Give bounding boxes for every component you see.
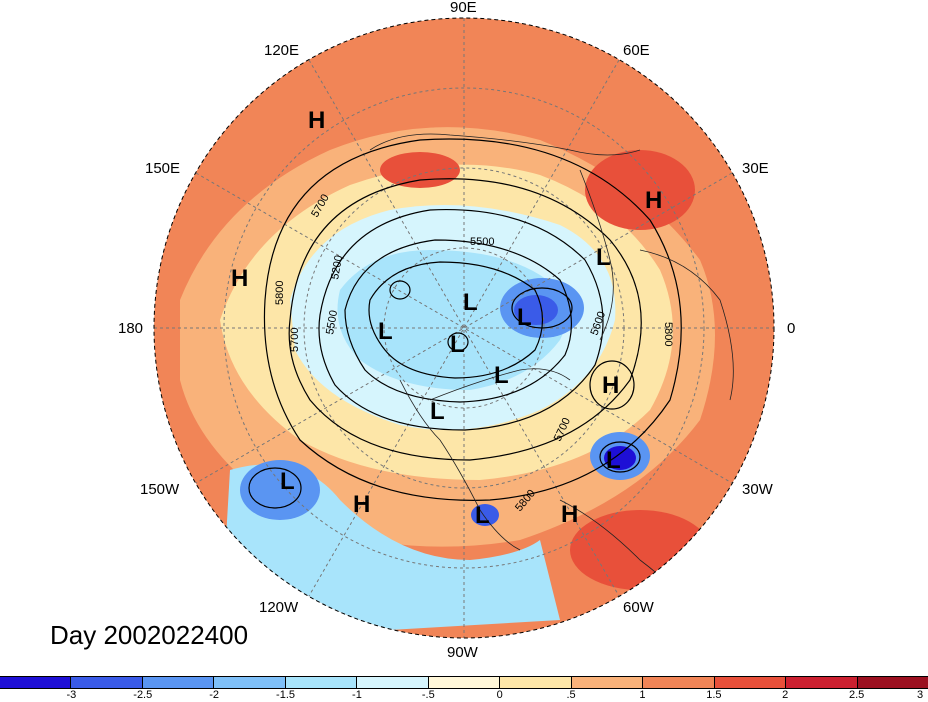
low-pressure-marker: L xyxy=(517,304,532,331)
colorbar-swatch xyxy=(714,677,787,688)
lon-label-90e: 90E xyxy=(450,0,477,16)
high-pressure-marker: H xyxy=(231,265,248,292)
colorbar xyxy=(0,676,928,689)
colorbar-tick-label: 2 xyxy=(782,689,789,701)
cold-low-center-deep xyxy=(514,295,558,325)
high-pressure-marker: H xyxy=(645,187,662,214)
contour-label: 5200 xyxy=(329,254,345,280)
height-contours xyxy=(248,138,682,509)
colorbar-tick-label: 3 xyxy=(916,689,924,701)
lon-label-0: 0 xyxy=(787,320,796,337)
cold-cell-atlantic-core xyxy=(604,446,636,470)
lon-label-60e: 60E xyxy=(623,42,650,59)
low-pressure-marker: L xyxy=(596,244,611,271)
colorbar-swatch xyxy=(500,677,572,688)
colorbar-tick-label: 1.5 xyxy=(706,689,722,701)
colorbar-tick-label: -1.5 xyxy=(276,689,296,701)
colorbar-tick-label: .5 xyxy=(566,689,576,701)
warm-hotspot-europe xyxy=(585,150,695,230)
colorbar-tick-label: 1 xyxy=(639,689,646,701)
high-pressure-marker: H xyxy=(602,372,619,399)
low-pressure-marker: L xyxy=(450,331,465,358)
high-pressure-marker: H xyxy=(561,501,578,528)
low-pressure-marker: L xyxy=(463,289,478,316)
lon-label-120w: 120W xyxy=(259,599,299,616)
colorbar-swatch xyxy=(142,677,215,688)
high-pressure-marker: H xyxy=(353,491,370,518)
colorbar-tick-label: -1 xyxy=(352,689,362,701)
colorbar-tick-label: -.5 xyxy=(421,689,435,701)
lon-label-150e: 150E xyxy=(145,160,181,177)
cold-core xyxy=(337,250,567,390)
contour-label: 5500 xyxy=(470,236,494,248)
contour-label: 5500 xyxy=(324,309,340,335)
map-boundary xyxy=(153,17,775,639)
contour-label: 5800 xyxy=(274,281,286,305)
colorbar-swatch xyxy=(786,677,858,688)
colorbar-tick-label: -2 xyxy=(209,689,220,701)
cold-cell-gulf xyxy=(471,504,499,526)
lon-label-90w: 90W xyxy=(447,644,478,661)
lon-label-150w: 150W xyxy=(140,481,180,498)
warm-hotspot-siberia xyxy=(380,152,460,188)
colorbar-swatch xyxy=(357,677,429,688)
colorbar-swatch xyxy=(428,677,501,688)
low-pressure-marker: L xyxy=(378,318,393,345)
low-pressure-marker: L xyxy=(430,398,445,425)
colorbar-tick-label: 2.5 xyxy=(848,689,865,701)
colorbar-swatch xyxy=(0,677,72,688)
high-pressure-marker: H xyxy=(308,107,325,134)
colorbar-tick-label: 0 xyxy=(496,689,503,701)
colorbar-swatch xyxy=(857,677,928,688)
contour-label: 5800 xyxy=(662,322,674,346)
lon-label-120e: 120E xyxy=(264,42,300,59)
lon-label-60w: 60W xyxy=(623,599,654,616)
contour-label: 5700 xyxy=(289,328,301,352)
low-pressure-marker: L xyxy=(280,468,295,495)
colorbar-tick-label: -2.5 xyxy=(133,689,153,701)
colorbar-swatch xyxy=(571,677,644,688)
colorbar-swatch xyxy=(643,677,715,688)
lon-label-30e: 30E xyxy=(742,160,769,177)
low-pressure-marker: L xyxy=(494,362,509,389)
low-pressure-marker: L xyxy=(606,447,621,474)
colorbar-swatch xyxy=(285,677,358,688)
lon-label-180: 180 xyxy=(118,320,144,337)
day-label: Day 2002022400 xyxy=(50,620,249,650)
colorbar-tick-label: -3 xyxy=(66,689,77,701)
lon-label-30w: 30W xyxy=(742,481,773,498)
colorbar-swatch xyxy=(214,677,286,688)
warm-hotspot-atlantic xyxy=(570,510,710,590)
colorbar-swatch xyxy=(71,677,143,688)
low-pressure-marker: L xyxy=(475,502,490,529)
